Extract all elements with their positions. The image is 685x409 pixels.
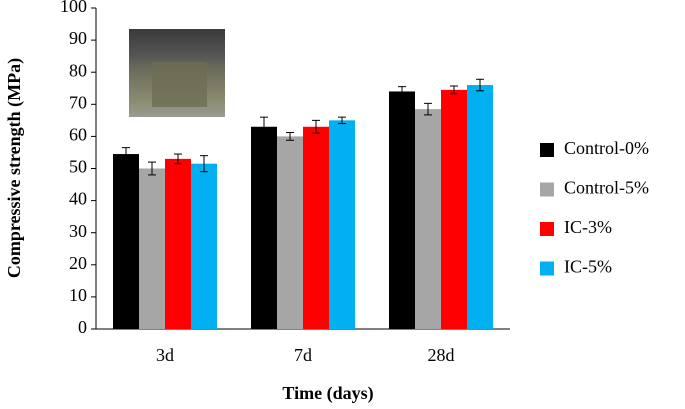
y-tick-label: 50 <box>69 157 87 177</box>
bar <box>191 163 217 329</box>
legend-swatch <box>540 143 554 157</box>
bar <box>277 136 303 329</box>
y-tick-label: 70 <box>69 92 87 112</box>
x-tick-label: 3d <box>156 345 174 365</box>
legend-label: Control-0% <box>564 138 649 158</box>
error-bar <box>122 147 130 161</box>
error-bar <box>424 102 432 116</box>
error-bar <box>260 116 268 137</box>
y-tick-label: 40 <box>69 189 87 209</box>
legend-swatch <box>540 182 554 197</box>
bar <box>329 120 355 329</box>
error-bar <box>174 153 182 165</box>
error-bar <box>476 78 484 92</box>
error-bar <box>286 132 294 141</box>
y-tick-label: 20 <box>69 253 87 273</box>
y-tick-label: 80 <box>69 60 87 80</box>
y-tick-label: 90 <box>69 28 87 48</box>
bar <box>165 158 191 329</box>
x-axis-label: Time (days) <box>282 383 373 404</box>
legend-label: IC-5% <box>564 257 612 277</box>
bar <box>113 154 139 329</box>
legend-swatch <box>540 261 554 276</box>
bar <box>251 126 277 330</box>
error-bar <box>338 116 346 125</box>
error-bar <box>450 85 458 95</box>
bar <box>303 126 329 330</box>
legend-label: IC-3% <box>564 217 612 237</box>
bar <box>467 85 493 329</box>
legend-label: Control-5% <box>564 178 649 198</box>
bar <box>415 109 441 330</box>
bar <box>139 168 165 329</box>
error-bar <box>312 119 320 134</box>
y-tick-label: 10 <box>69 285 87 305</box>
error-bar <box>200 155 208 173</box>
error-bar <box>398 86 406 97</box>
y-axis-label: Compressive strength (MPa) <box>4 58 25 278</box>
x-tick-label: 7d <box>294 345 312 365</box>
bar <box>441 89 467 329</box>
error-bar <box>148 161 156 176</box>
y-tick-label: 60 <box>69 125 87 145</box>
y-tick-label: 30 <box>69 221 87 241</box>
x-tick-label: 28d <box>428 345 455 365</box>
y-tick-label: 0 <box>78 317 87 337</box>
bar <box>389 91 415 330</box>
specimen <box>152 62 207 107</box>
legend-swatch <box>540 222 554 236</box>
y-tick-label: 100 <box>60 0 87 16</box>
